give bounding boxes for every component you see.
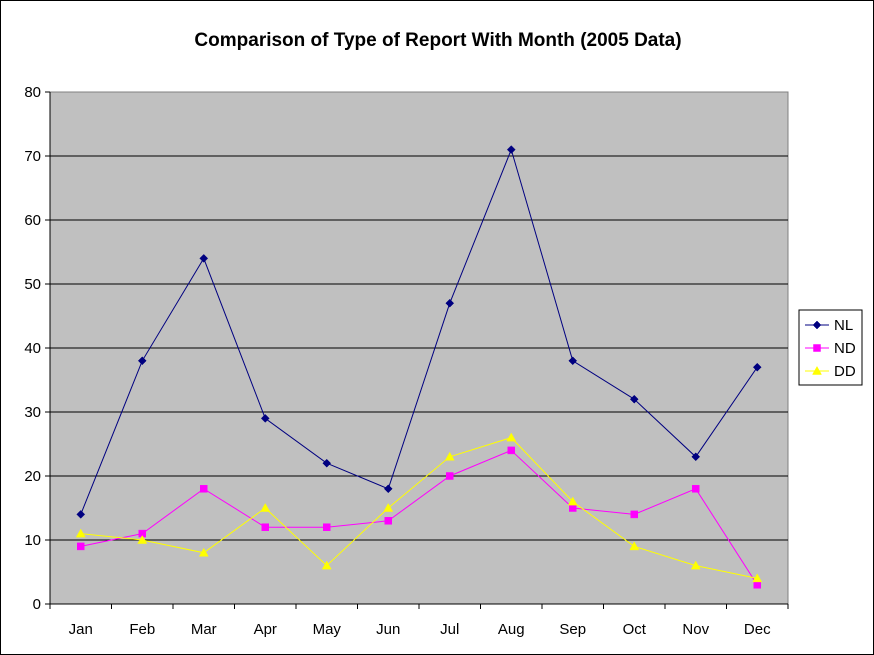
data-point-nd <box>630 510 638 519</box>
data-point-dd <box>321 560 332 570</box>
data-point-nl <box>629 394 639 404</box>
data-point-nd <box>692 485 700 493</box>
y-tick-label: 40 <box>24 340 41 357</box>
data-point-dd <box>198 547 209 557</box>
data-point-nl <box>322 458 332 468</box>
data-point-dd <box>506 432 517 442</box>
legend-item-nl: NL <box>805 317 853 334</box>
x-tick-label: Oct <box>623 621 647 638</box>
legend-item-nd: ND <box>805 340 856 357</box>
data-point-nd <box>569 504 577 512</box>
data-point-nl <box>752 362 762 372</box>
data-point-nl <box>445 298 455 308</box>
x-tick-label: May <box>313 621 342 638</box>
x-tick-label: Jul <box>440 621 459 638</box>
data-point-nl <box>137 356 147 366</box>
legend-label: ND <box>834 340 856 357</box>
y-tick-label: 10 <box>24 532 41 549</box>
data-point-nl <box>691 452 701 462</box>
data-point-nl <box>383 484 393 494</box>
series-nd <box>77 446 761 589</box>
data-point-dd <box>260 502 271 512</box>
y-tick-label: 20 <box>24 468 41 485</box>
series-line-nd <box>80 449 758 586</box>
axes: 0 10 20 30 40 50 60 70 80 Jan Feb Mar Apr May Jun Jul Au… <box>24 84 789 638</box>
legend-marker <box>812 365 822 375</box>
data-point-nd <box>77 542 85 551</box>
series-layer <box>75 145 763 589</box>
x-tick-label: Sep <box>559 621 586 638</box>
data-point-dd <box>629 541 640 551</box>
legend-label: DD <box>834 363 856 380</box>
data-point-nd <box>323 523 331 531</box>
data-point-nd <box>446 472 454 480</box>
x-tick-label: Jun <box>376 621 400 638</box>
data-point-nl <box>260 414 270 423</box>
data-point-nl <box>568 356 578 366</box>
y-tick-label: 50 <box>24 276 41 293</box>
legend-label: NL <box>834 317 853 334</box>
x-tick-label: Aug <box>498 621 525 638</box>
gridlines <box>50 155 788 541</box>
data-point-dd <box>567 496 578 506</box>
data-point-nd <box>753 581 761 589</box>
chart-title: Comparison of Type of Report With Month … <box>194 30 681 51</box>
series-line-nl <box>80 148 758 515</box>
data-point-nd <box>261 523 269 531</box>
data-point-dd <box>690 560 701 570</box>
y-tick-label: 30 <box>24 404 41 421</box>
y-tick-label: 60 <box>24 212 41 229</box>
legend-item-dd: DD <box>805 363 856 380</box>
data-point-nd <box>384 517 392 525</box>
data-point-dd <box>137 534 148 544</box>
x-tick-label: Nov <box>682 621 709 638</box>
data-point-nd <box>200 485 208 493</box>
x-tick-label: Jan <box>69 621 93 638</box>
series-line-dd <box>80 437 758 579</box>
legend: NL ND DD <box>798 309 863 386</box>
legend-marker <box>813 344 821 352</box>
x-tick-label: Apr <box>254 621 277 638</box>
x-tick-label: Dec <box>744 621 771 638</box>
data-point-nl <box>506 145 516 154</box>
data-point-dd <box>752 573 763 583</box>
data-point-nl <box>199 254 209 263</box>
data-point-dd <box>75 528 86 538</box>
y-tick-label: 80 <box>24 84 41 101</box>
data-point-nd <box>507 446 515 455</box>
data-point-dd <box>383 502 394 512</box>
x-tick-label: Mar <box>191 621 217 638</box>
y-tick-label: 70 <box>24 148 41 165</box>
x-tick-label: Feb <box>129 621 155 638</box>
legend-marker <box>812 320 822 330</box>
series-dd <box>75 432 763 583</box>
data-point-dd <box>444 451 455 461</box>
y-tick-label: 0 <box>33 596 41 613</box>
data-point-nl <box>76 510 86 519</box>
series-nl <box>76 145 762 519</box>
